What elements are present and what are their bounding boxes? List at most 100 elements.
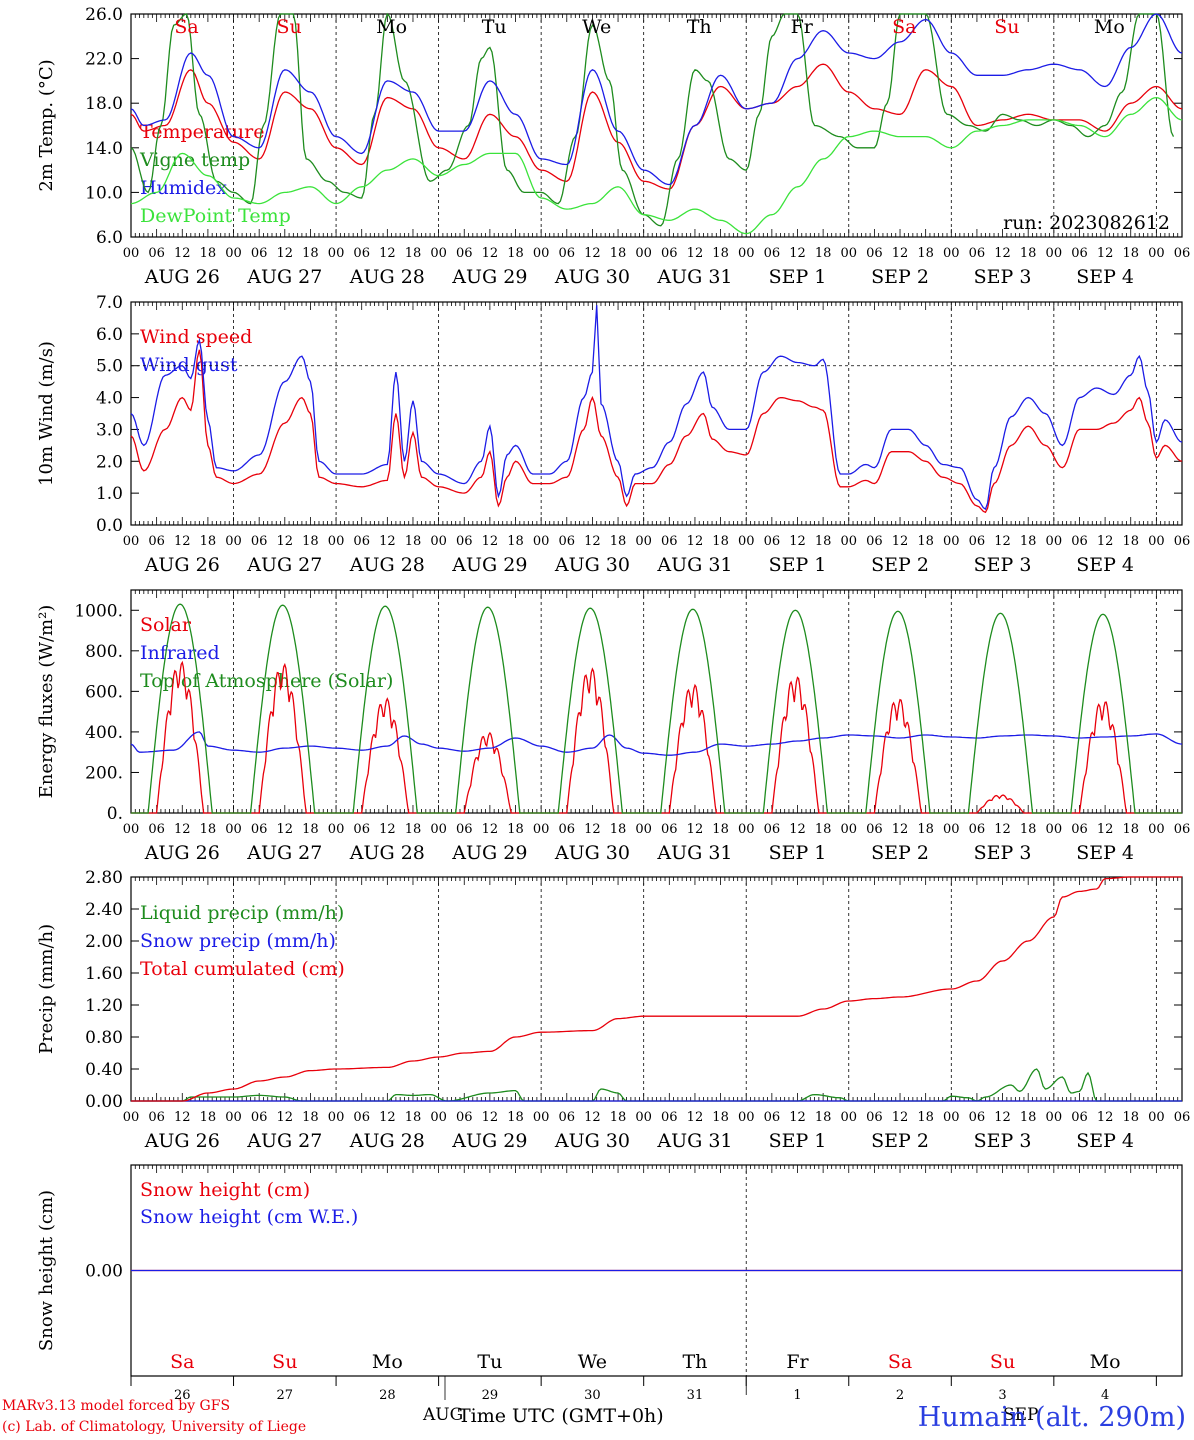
hour-tick-label: 12: [1097, 246, 1114, 261]
date-label: AUG 29: [451, 842, 527, 864]
hour-tick-label: 00: [328, 534, 345, 549]
hour-tick-label: 00: [123, 246, 140, 261]
hour-tick-label: 06: [456, 1110, 473, 1125]
series-infrared: [130, 731, 1183, 756]
hour-tick-label: 00: [1046, 534, 1063, 549]
hour-tick-label: 00: [1046, 246, 1063, 261]
y-tick-label: 18.0: [85, 94, 123, 114]
y-tick-label: 1.20: [85, 996, 123, 1016]
y-axis-label: Snow height (cm): [36, 1190, 57, 1351]
date-label: SEP 3: [974, 1130, 1032, 1152]
hour-tick-label: 00: [1148, 534, 1165, 549]
hour-tick-label: 18: [200, 822, 217, 837]
date-label: SEP 2: [871, 842, 929, 864]
hour-tick-label: 00: [635, 1110, 652, 1125]
hour-tick-label: 18: [200, 246, 217, 261]
hour-tick-label: 18: [302, 822, 319, 837]
hour-tick-label: 00: [840, 534, 857, 549]
y-tick-label: 5.0: [96, 357, 123, 377]
y-tick-label: 7.0: [96, 293, 123, 313]
date-label: AUG 27: [246, 266, 322, 288]
y-axis-label: 2m Temp. (°C): [36, 59, 57, 191]
hour-tick-label: 18: [405, 1110, 422, 1125]
hour-tick-label: 18: [815, 534, 832, 549]
legend-entry: Temperature: [140, 121, 264, 143]
hour-tick-label: 00: [635, 246, 652, 261]
hour-tick-label: 06: [866, 246, 883, 261]
date-label: AUG 27: [246, 554, 322, 576]
hour-tick-label: 00: [738, 246, 755, 261]
date-label: AUG 29: [451, 266, 527, 288]
hour-tick-label: 00: [840, 822, 857, 837]
hour-tick-label: 12: [892, 246, 909, 261]
y-tick-label: 6.0: [96, 228, 123, 248]
hour-tick-label: 18: [507, 822, 524, 837]
date-label: AUG 28: [349, 1130, 425, 1152]
hour-tick-label: 00: [943, 246, 960, 261]
y-tick-label: 0.80: [85, 1028, 123, 1048]
station-name: Humain (alt. 290m): [917, 1402, 1186, 1433]
hour-tick-label: 12: [789, 534, 806, 549]
series-humidex: [130, 13, 1183, 186]
y-tick-label: 1.60: [85, 964, 123, 984]
day-number: 31: [687, 1388, 704, 1403]
date-label: AUG 27: [246, 842, 322, 864]
day-number: 3: [998, 1388, 1006, 1403]
hour-tick-label: 00: [225, 534, 242, 549]
weekday-label-bottom: We: [578, 1351, 607, 1373]
hour-tick-label: 00: [943, 534, 960, 549]
hour-tick-label: 18: [917, 1110, 934, 1125]
hour-tick-label: 00: [430, 822, 447, 837]
date-label: AUG 26: [144, 554, 220, 576]
hour-tick-label: 18: [405, 822, 422, 837]
date-label: SEP 1: [769, 266, 827, 288]
weekday-label-top: Sa: [174, 16, 198, 38]
hour-tick-label: 12: [789, 1110, 806, 1125]
hour-tick-label: 00: [1148, 246, 1165, 261]
hour-tick-label: 12: [994, 246, 1011, 261]
month-label-aug: AUG: [423, 1405, 464, 1425]
date-label: SEP 2: [871, 266, 929, 288]
y-tick-label: 1000.: [74, 601, 123, 621]
hour-tick-label: 06: [559, 534, 576, 549]
hour-tick-label: 18: [507, 534, 524, 549]
hour-tick-label: 06: [969, 822, 986, 837]
date-label: AUG 26: [144, 266, 220, 288]
weekday-label-bottom: Sa: [170, 1351, 194, 1373]
hour-tick-label: 06: [661, 534, 678, 549]
hour-tick-label: 12: [1097, 534, 1114, 549]
weekday-label-top: Tu: [482, 16, 507, 38]
hour-tick-label: 00: [1046, 1110, 1063, 1125]
hour-tick-label: 12: [482, 534, 499, 549]
date-label: AUG 31: [656, 842, 732, 864]
hour-tick-label: 18: [405, 534, 422, 549]
weekday-label-top: Mo: [376, 16, 407, 38]
date-label: SEP 4: [1076, 842, 1134, 864]
legend-entry: Snow height (cm): [140, 1179, 310, 1201]
y-tick-label: 3.0: [96, 420, 123, 440]
hour-tick-label: 06: [1071, 822, 1088, 837]
y-tick-label: 2.00: [85, 932, 123, 952]
hour-tick-label: 00: [123, 822, 140, 837]
hour-tick-label: 00: [738, 1110, 755, 1125]
hour-tick-label: 06: [1071, 534, 1088, 549]
hour-tick-label: 18: [507, 1110, 524, 1125]
hour-tick-label: 06: [661, 1110, 678, 1125]
hour-tick-label: 12: [174, 534, 191, 549]
hour-tick-label: 00: [533, 246, 550, 261]
date-label: AUG 31: [656, 1130, 732, 1152]
date-label: SEP 4: [1076, 266, 1134, 288]
hour-tick-label: 06: [148, 1110, 165, 1125]
date-label: AUG 27: [246, 1130, 322, 1152]
hour-tick-label: 18: [1020, 822, 1037, 837]
hour-tick-label: 06: [353, 1110, 370, 1125]
hour-tick-label: 06: [353, 246, 370, 261]
hour-tick-label: 06: [764, 246, 781, 261]
hour-tick-label: 00: [635, 534, 652, 549]
weekday-label-bottom: Tu: [477, 1351, 502, 1373]
hour-tick-label: 00: [328, 1110, 345, 1125]
hour-tick-label: 18: [610, 534, 627, 549]
y-tick-label: 200.: [85, 763, 123, 783]
hour-tick-label: 18: [815, 1110, 832, 1125]
